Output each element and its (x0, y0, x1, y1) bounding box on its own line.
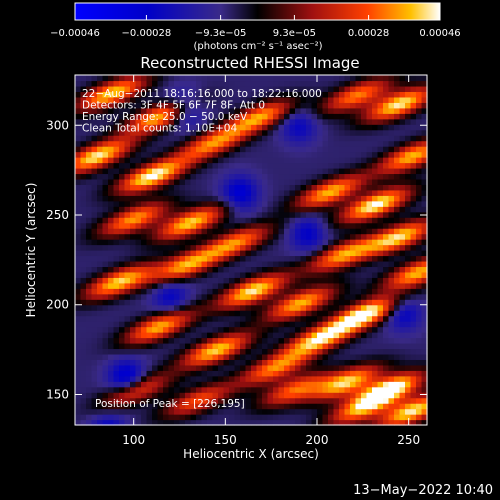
y-axis-ticks: 150 200 250 300 (46, 118, 427, 401)
colorbar-tick-label: −9.3e−05 (195, 28, 247, 39)
info-line: Detectors: 3F 4F 5F 6F 7F 8F, Att 0 (82, 100, 265, 112)
colorbar-tick-label: −0.00046 (50, 28, 100, 39)
colorbar (74, 2, 441, 21)
heatmap-cells (75, 75, 428, 426)
colorbar-tick-label: 0.00028 (348, 28, 389, 39)
x-tick-label: 150 (214, 433, 237, 447)
heatmap (75, 75, 428, 426)
colorbar-ticks: −0.00046 −0.00028 −9.3e−05 9.3e−05 0.00028 0.… (50, 15, 461, 39)
x-tick-label: 100 (122, 433, 145, 447)
plot-frame (74, 74, 428, 426)
timestamp: 13−May−2022 10:40 (353, 483, 493, 498)
colorbar-tick-label: 0.00046 (419, 28, 460, 39)
colorbar-tick-label: 9.3e−05 (273, 28, 316, 39)
colorbar-unit-label: (photons cm⁻² s⁻¹ asec⁻²) (193, 41, 322, 52)
y-tick-label: 150 (46, 387, 69, 401)
info-line: Energy Range: 25.0 − 50.0 keV (82, 111, 248, 123)
x-axis-ticks: 100 150 200 250 (122, 75, 420, 447)
y-tick-label: 200 (46, 298, 69, 312)
x-axis-label: Heliocentric X (arcsec) (183, 447, 319, 461)
observation-info: 22−Aug−2011 18:16:16.000 to 18:22:16.000… (82, 88, 322, 135)
x-tick-label: 200 (306, 433, 329, 447)
chart-title: Reconstructed RHESSI Image (140, 54, 359, 72)
colorbar-tick-label: −0.00028 (122, 28, 172, 39)
x-tick-label: 250 (397, 433, 420, 447)
info-line: Clean Total counts: 1.10E+04 (82, 123, 237, 135)
info-line: 22−Aug−2011 18:16:16.000 to 18:22:16.000 (82, 88, 322, 100)
y-axis-label: Heliocentric Y (arcsec) (24, 183, 38, 318)
y-tick-label: 300 (46, 118, 69, 132)
peak-position-label: Position of Peak = [226,195] (95, 398, 245, 410)
y-tick-label: 250 (46, 208, 69, 222)
